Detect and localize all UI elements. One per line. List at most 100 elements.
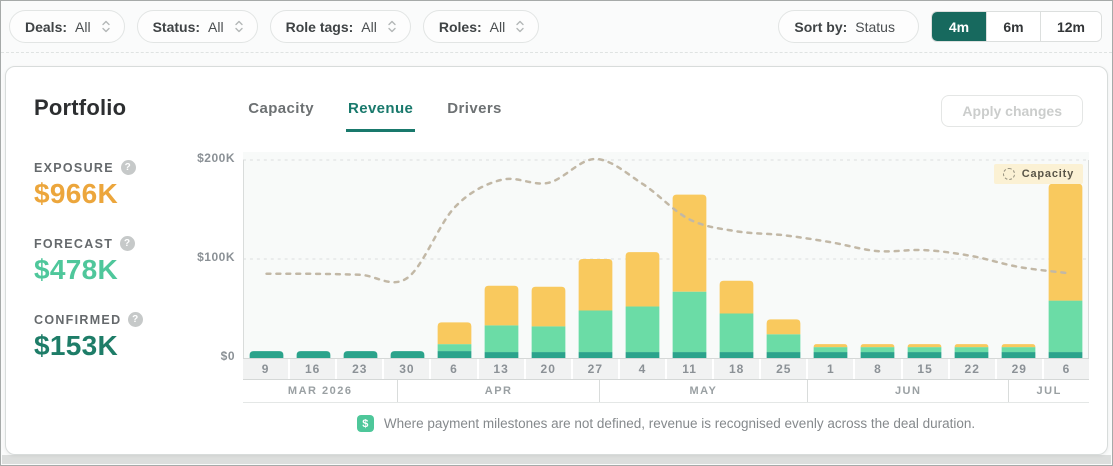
filter-value: All bbox=[361, 19, 377, 35]
date-cell: 9 bbox=[243, 359, 288, 379]
x-axis-month-row: MAR 2026APRMAYJUNJUL bbox=[243, 380, 1089, 403]
range-6m-button[interactable]: 6m bbox=[986, 12, 1040, 41]
date-cell: 16 bbox=[290, 359, 335, 379]
page-title: Portfolio bbox=[34, 95, 126, 121]
date-cell: 15 bbox=[903, 359, 948, 379]
filters-group: Deals: All Status: All Role tags: All Roles: Al… bbox=[9, 10, 539, 43]
bar-week-23-2[interactable] bbox=[344, 351, 378, 358]
apply-changes-button[interactable]: Apply changes bbox=[941, 95, 1083, 127]
capacity-legend-icon bbox=[1003, 168, 1015, 180]
bar-week-13-5[interactable] bbox=[485, 286, 519, 358]
bottom-strip bbox=[2, 455, 1111, 464]
help-icon[interactable]: ? bbox=[128, 312, 143, 327]
date-cell: 18 bbox=[714, 359, 759, 379]
capacity-legend[interactable]: Capacity bbox=[994, 164, 1083, 184]
date-cell: 27 bbox=[573, 359, 618, 379]
sort-by-value: Status bbox=[855, 19, 895, 35]
bar-week-22-15[interactable] bbox=[955, 344, 989, 358]
revenue-chart: Capacity 916233061320274111825181522296 … bbox=[243, 152, 1089, 403]
month-cell-mar-2026: MAR 2026 bbox=[243, 380, 397, 402]
bar-week-4-8[interactable] bbox=[626, 252, 660, 358]
bar-week-30-3[interactable] bbox=[391, 351, 425, 358]
filter-label: Role tags: bbox=[286, 19, 354, 35]
date-cell: 23 bbox=[337, 359, 382, 379]
app-screen: Deals: All Status: All Role tags: All Roles: Al… bbox=[0, 0, 1113, 466]
chevron-updown-icon bbox=[101, 20, 111, 33]
y-axis-tick: $0 bbox=[177, 349, 235, 363]
bar-week-16-1[interactable] bbox=[297, 351, 331, 358]
bar-week-9-0[interactable] bbox=[250, 351, 284, 358]
footnote-text: Where payment milestones are not defined… bbox=[384, 416, 975, 431]
y-axis-tick: $200K bbox=[177, 151, 235, 165]
sort-by-dropdown[interactable]: Sort by: Status bbox=[778, 10, 919, 43]
date-cell: 13 bbox=[479, 359, 524, 379]
stat-label-text: FORECAST bbox=[34, 237, 113, 251]
bar-week-18-10[interactable] bbox=[720, 281, 754, 358]
date-cell: 6 bbox=[1044, 359, 1089, 379]
month-cell-jun: JUN bbox=[807, 380, 1008, 402]
capacity-line bbox=[267, 159, 1066, 282]
date-cell: 30 bbox=[384, 359, 429, 379]
month-cell-may: MAY bbox=[599, 380, 807, 402]
tabs: Capacity Revenue Drivers bbox=[246, 98, 504, 132]
y-axis-tick: $100K bbox=[177, 250, 235, 264]
time-range-segmented-control: 4m6m12m bbox=[931, 11, 1102, 42]
filter-label: Deals: bbox=[25, 19, 67, 35]
chevron-updown-icon bbox=[515, 20, 525, 33]
filter-label: Roles: bbox=[439, 19, 482, 35]
stats-panel: EXPOSURE?$966KFORECAST?$478KCONFIRMED?$1… bbox=[6, 152, 243, 403]
bar-week-8-13[interactable] bbox=[861, 344, 895, 358]
stat-exposure: EXPOSURE? $966K bbox=[34, 160, 243, 210]
date-cell: 25 bbox=[761, 359, 806, 379]
bar-week-1-12[interactable] bbox=[814, 344, 848, 358]
filter-label: Status: bbox=[153, 19, 200, 35]
filter-roles[interactable]: Roles: All bbox=[423, 10, 539, 43]
date-cell: 20 bbox=[526, 359, 571, 379]
date-cell: 4 bbox=[620, 359, 665, 379]
filter-deals[interactable]: Deals: All bbox=[9, 10, 125, 43]
tab-revenue[interactable]: Revenue bbox=[346, 98, 415, 132]
filter-role-tags[interactable]: Role tags: All bbox=[270, 10, 411, 43]
month-cell-jul: JUL bbox=[1008, 380, 1089, 402]
stat-label: FORECAST? bbox=[34, 236, 243, 251]
stat-label-text: EXPOSURE bbox=[34, 161, 114, 175]
filter-bar: Deals: All Status: All Role tags: All Roles: Al… bbox=[1, 1, 1112, 53]
help-icon[interactable]: ? bbox=[120, 236, 135, 251]
sort-by-label: Sort by: bbox=[794, 19, 847, 35]
tab-drivers[interactable]: Drivers bbox=[445, 98, 504, 132]
card-header: Portfolio Capacity Revenue Drivers Apply c… bbox=[6, 67, 1107, 132]
month-cell-apr: APR bbox=[397, 380, 598, 402]
help-icon[interactable]: ? bbox=[121, 160, 136, 175]
x-axis-date-row: 916233061320274111825181522296 bbox=[243, 358, 1089, 380]
range-4m-button[interactable]: 4m bbox=[932, 12, 986, 41]
date-cell: 6 bbox=[431, 359, 476, 379]
date-cell: 29 bbox=[997, 359, 1042, 379]
chart-plot-area bbox=[243, 152, 1089, 358]
bar-week-6-4[interactable] bbox=[438, 322, 472, 358]
bar-week-25-11[interactable] bbox=[767, 319, 801, 358]
stat-label: CONFIRMED? bbox=[34, 312, 243, 327]
bar-week-15-14[interactable] bbox=[908, 344, 942, 358]
stat-label-text: CONFIRMED bbox=[34, 313, 121, 327]
filter-value: All bbox=[490, 19, 506, 35]
dollar-icon: $ bbox=[357, 415, 374, 432]
capacity-legend-label: Capacity bbox=[1022, 168, 1074, 180]
tab-capacity[interactable]: Capacity bbox=[246, 98, 316, 132]
filter-status[interactable]: Status: All bbox=[137, 10, 258, 43]
date-cell: 1 bbox=[808, 359, 853, 379]
chevron-updown-icon bbox=[387, 20, 397, 33]
filter-value: All bbox=[208, 19, 224, 35]
portfolio-card: Portfolio Capacity Revenue Drivers Apply c… bbox=[5, 66, 1108, 455]
bar-week-27-7[interactable] bbox=[579, 259, 613, 358]
stat-value: $966K bbox=[34, 178, 243, 210]
date-cell: 22 bbox=[950, 359, 995, 379]
bar-week-20-6[interactable] bbox=[532, 287, 566, 358]
date-cell: 8 bbox=[855, 359, 900, 379]
range-12m-button[interactable]: 12m bbox=[1040, 12, 1101, 41]
card-body: EXPOSURE?$966KFORECAST?$478KCONFIRMED?$1… bbox=[6, 152, 1107, 403]
footnote: $ Where payment milestones are not defin… bbox=[243, 415, 1089, 432]
chevron-updown-icon bbox=[234, 20, 244, 33]
filter-value: All bbox=[75, 19, 91, 35]
bar-week-29-16[interactable] bbox=[1002, 344, 1036, 358]
topbar-right: Sort by: Status 4m6m12m bbox=[778, 10, 1104, 43]
